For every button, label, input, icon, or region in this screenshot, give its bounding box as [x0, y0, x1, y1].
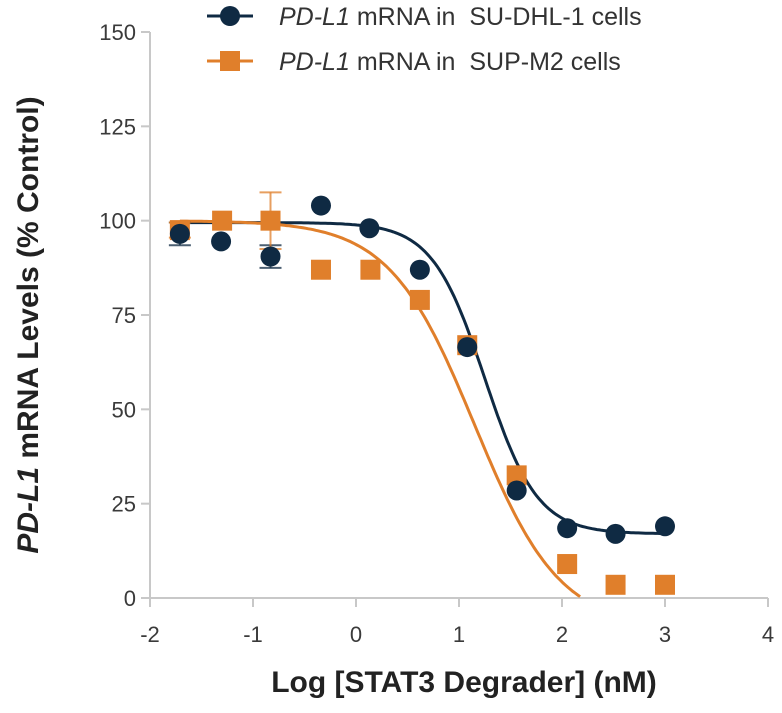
data-point-sup-m2 — [212, 210, 233, 231]
x-axis-title: Log [STAT3 Degrader] (nM) — [271, 666, 657, 699]
legend-item-sup-m2: PD-L1 mRNA in SUP-M2 cells — [207, 48, 621, 76]
data-point-su-dhl-1 — [169, 223, 190, 244]
legend-marker-square — [220, 51, 240, 71]
y-tick-label: 50 — [112, 397, 136, 422]
legend-label-rest: mRNA in SU-DHL-1 cells — [350, 3, 642, 31]
legend: PD-L1 mRNA in SU-DHL-1 cells PD-L1 mRNA … — [207, 3, 642, 76]
x-tick-label: -1 — [243, 622, 263, 647]
x-tick-label: 0 — [350, 622, 362, 647]
data-point-su-dhl-1 — [655, 516, 675, 537]
x-tick-label: 3 — [659, 622, 671, 647]
data-point-su-dhl-1 — [359, 218, 380, 239]
y-axis-title-rest: mRNA Levels (% Control) — [12, 96, 45, 467]
data-point-sup-m2 — [506, 465, 527, 486]
legend-label-sup-m2: PD-L1 mRNA in SUP-M2 cells — [279, 48, 621, 76]
data-point-su-dhl-1 — [409, 259, 430, 280]
data-point-su-dhl-1 — [310, 195, 331, 216]
y-axis-title-gene: PD-L1 — [12, 467, 45, 554]
legend-marker-circle — [220, 6, 240, 26]
data-point-sup-m2 — [360, 259, 381, 280]
legend-item-su-dhl-1: PD-L1 mRNA in SU-DHL-1 cells — [207, 3, 642, 31]
y-tick-label: 75 — [112, 303, 136, 328]
data-point-sup-m2 — [260, 210, 281, 231]
data-points — [169, 195, 675, 595]
legend-label-su-dhl-1: PD-L1 mRNA in SU-DHL-1 cells — [279, 3, 642, 31]
data-point-sup-m2 — [409, 289, 430, 310]
data-point-sup-m2 — [605, 574, 626, 595]
data-point-su-dhl-1 — [457, 337, 478, 358]
y-tick-label: 0 — [124, 586, 136, 611]
x-tick-label: 4 — [762, 622, 774, 647]
x-tick-label: -2 — [140, 622, 160, 647]
data-point-su-dhl-1 — [260, 246, 281, 267]
y-tick-label: 125 — [99, 114, 136, 139]
data-point-sup-m2 — [310, 259, 331, 280]
y-tick-label: 150 — [99, 20, 136, 45]
x-tick-label: 2 — [556, 622, 568, 647]
legend-label-gene: PD-L1 — [279, 48, 350, 76]
y-axis-title: PD-L1 mRNA Levels (% Control) — [12, 96, 45, 553]
x-tick-label: 1 — [453, 622, 465, 647]
data-point-su-dhl-1 — [605, 523, 626, 544]
y-tick-label: 25 — [112, 492, 136, 517]
data-point-sup-m2 — [557, 554, 578, 575]
y-tick-label: 100 — [99, 209, 136, 234]
legend-label-rest: mRNA in SUP-M2 cells — [350, 48, 621, 76]
data-point-su-dhl-1 — [211, 231, 232, 252]
data-point-su-dhl-1 — [557, 518, 578, 539]
data-point-sup-m2 — [655, 574, 675, 595]
data-point-su-dhl-1 — [506, 480, 527, 501]
axes: 0 25 50 75 100 125 150 -2 -1 0 1 2 3 4 — [99, 20, 774, 647]
legend-label-gene: PD-L1 — [279, 3, 350, 31]
